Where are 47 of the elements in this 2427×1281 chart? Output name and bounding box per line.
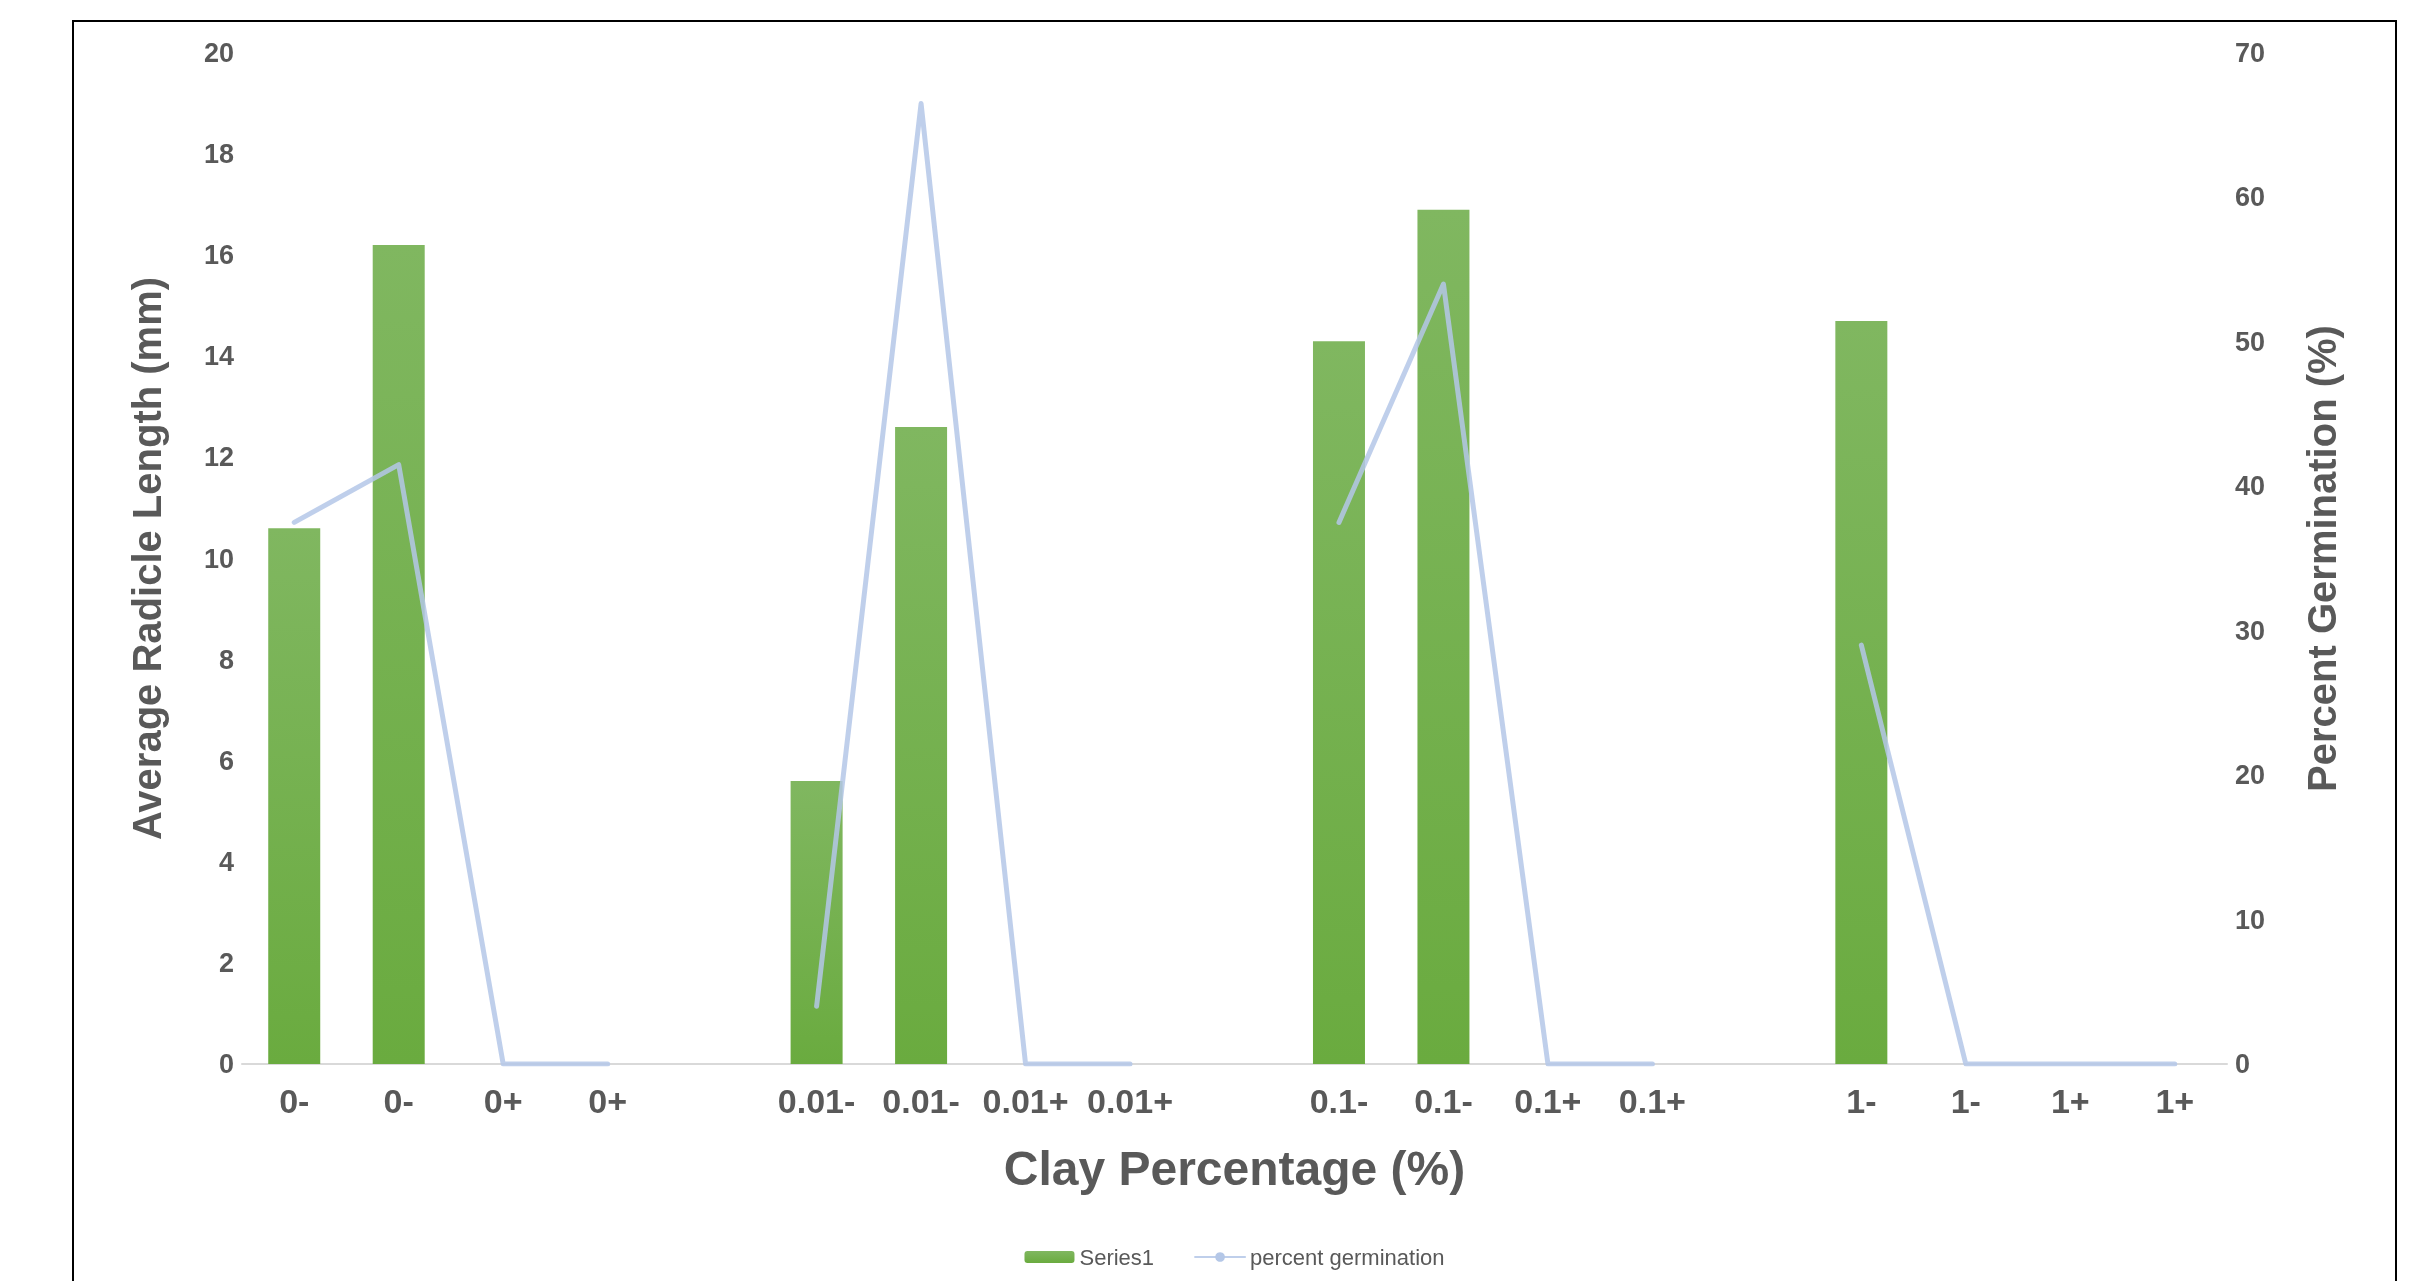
- y2-tick-label: 10: [2235, 904, 2266, 935]
- x-tick-label: 0.01-: [777, 1082, 856, 1120]
- x-tick-label: 0.1+: [1514, 1082, 1582, 1120]
- x-tick-label: 0.01+: [982, 1082, 1069, 1120]
- y2-tick-label: 0: [2235, 1049, 2251, 1079]
- legend-label: Series1: [1079, 1244, 1155, 1270]
- x-tick-label: 0.1-: [1309, 1082, 1369, 1120]
- x-tick-label: 0.01-: [882, 1082, 960, 1120]
- y-axis-title: Average Radicle Length (mm): [125, 276, 169, 841]
- y2-tick-label: 70: [2235, 38, 2266, 68]
- y-tick-label: 0: [218, 1049, 234, 1079]
- y-tick-label: 2: [218, 947, 234, 978]
- bar: [1417, 209, 1470, 1064]
- y2-tick-label: 60: [2235, 182, 2266, 213]
- y2-tick-label: 50: [2235, 326, 2266, 357]
- bar: [1312, 341, 1365, 1064]
- y2-tick-label: 20: [2235, 760, 2266, 791]
- bar: [372, 245, 425, 1064]
- y-tick-label: 14: [203, 341, 234, 372]
- y2-tick-label: 30: [2235, 615, 2266, 646]
- y-tick-label: 18: [203, 139, 234, 170]
- bar: [1835, 320, 1888, 1064]
- bar: [895, 427, 948, 1064]
- x-tick-label: 0-: [279, 1082, 310, 1120]
- y-tick-label: 20: [203, 38, 234, 68]
- bar: [268, 528, 321, 1064]
- y-tick-label: 4: [218, 846, 234, 877]
- x-tick-label: 0-: [383, 1082, 414, 1120]
- x-tick-label: 0.1-: [1414, 1082, 1473, 1120]
- x-tick-label: 0+: [588, 1082, 628, 1120]
- x-axis-title: Clay Percentage (%): [1003, 1141, 1466, 1195]
- x-tick-label: 1-: [1950, 1082, 1981, 1120]
- y-tick-label: 10: [203, 543, 234, 574]
- y2-axis-title: Percent Germination (%): [2300, 325, 2344, 792]
- legend-label: percent germination: [1250, 1244, 1445, 1270]
- x-tick-label: 0+: [483, 1082, 523, 1120]
- y-tick-label: 8: [218, 644, 234, 675]
- y-tick-label: 6: [218, 745, 234, 776]
- x-tick-label: 0.01+: [1087, 1082, 1174, 1120]
- x-tick-label: 1+: [2155, 1082, 2195, 1120]
- bar: [790, 780, 843, 1064]
- x-tick-label: 1+: [2050, 1082, 2090, 1120]
- x-tick-label: 0.1+: [1618, 1082, 1686, 1120]
- y-tick-label: 16: [203, 240, 234, 271]
- y-tick-label: 12: [203, 442, 234, 473]
- x-tick-label: 1-: [1846, 1082, 1877, 1120]
- y2-tick-label: 40: [2235, 471, 2266, 502]
